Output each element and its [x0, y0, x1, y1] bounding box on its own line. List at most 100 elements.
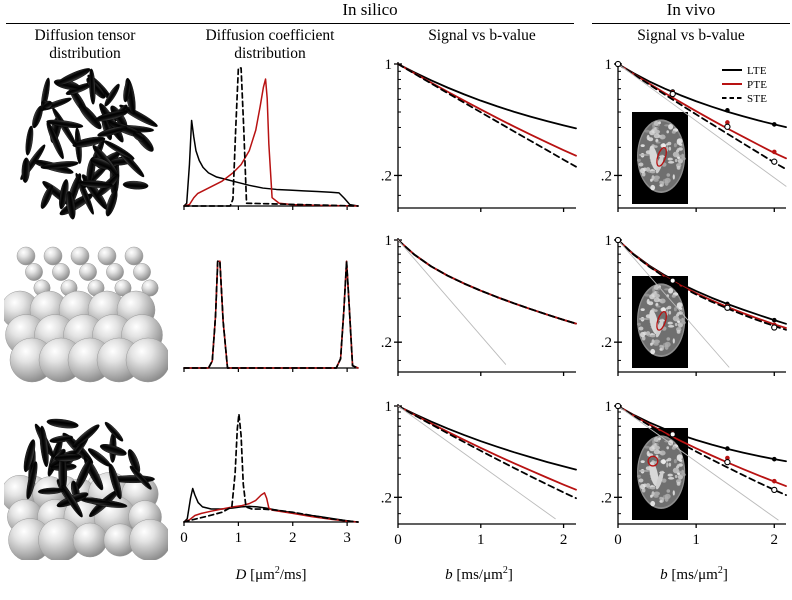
- tensor-stick: [25, 125, 34, 156]
- brain-mri-inset: [632, 428, 688, 520]
- series-ste: [617, 405, 787, 496]
- tensor-stick: [37, 487, 64, 495]
- tensor-stick: [89, 68, 96, 105]
- data-point-ste: [724, 458, 731, 466]
- tensor-sphere: [72, 522, 108, 558]
- brain-mri-inset: [632, 112, 688, 204]
- y-tick-label: .2: [601, 490, 612, 506]
- tensor-stick: [129, 465, 152, 490]
- tensor-sticks-group: [20, 68, 158, 220]
- data-point-ste: [771, 486, 778, 494]
- tensor-stick: [122, 180, 149, 190]
- tensor-sphere: [124, 246, 144, 266]
- series-pte: [183, 492, 359, 523]
- data-point-lte: [771, 122, 777, 127]
- tensor-sphere: [25, 263, 43, 281]
- x-tick-label: 2: [771, 532, 779, 548]
- tensor-stick: [46, 119, 84, 129]
- chart-signal-insilico-row1: 1.2: [376, 56, 582, 226]
- series-lte: [397, 63, 577, 130]
- chart-signal-invivo-row3: 1 .2 0 1 2: [596, 398, 792, 560]
- series-ste: [397, 63, 577, 168]
- roi-outline: [656, 147, 667, 167]
- tensor-stick: [21, 157, 30, 183]
- data-point-ste: [771, 158, 778, 165]
- y-tick-label: 1: [385, 233, 393, 249]
- tensor-stick: [133, 132, 145, 142]
- axis-symbol-b: b: [445, 567, 453, 583]
- data-point-ste: [724, 123, 731, 130]
- legend-label-pte: PTE: [747, 79, 767, 91]
- chart-signal-insilico-row2: 1.2: [376, 232, 582, 390]
- column-title-diffusion-coefficient: Diffusion coefficient distribution: [172, 27, 368, 63]
- axis-unit-pre: [μm: [250, 567, 275, 583]
- data-point-lte: [771, 317, 777, 323]
- brain-mri-inset: [632, 276, 688, 368]
- series-initial-slope: [617, 405, 779, 521]
- x-tick-label: 2: [289, 530, 297, 546]
- axis-unit-sup: 2: [274, 565, 280, 576]
- data-point-pte: [725, 120, 730, 125]
- series-lte: [183, 487, 359, 523]
- tensor-stick: [58, 452, 68, 493]
- x-tick-label: 0: [614, 532, 622, 548]
- column-title-line1: Signal vs b-value: [428, 27, 536, 44]
- series-ste: [183, 260, 359, 369]
- y-tick-label: .2: [381, 490, 392, 506]
- tensor-stick: [105, 190, 118, 217]
- data-point-lte: [771, 456, 777, 462]
- tensor-stick: [103, 140, 135, 160]
- tensor-stick: [39, 425, 49, 468]
- axis-unit-post: ]: [722, 567, 728, 583]
- x-tick-label: 1: [477, 532, 485, 548]
- x-tick-label: 1: [235, 530, 243, 546]
- column-title-signal-insilico: Signal vs b-value: [382, 27, 582, 45]
- column-title-line1: Diffusion coefficient: [205, 27, 335, 44]
- tensor-stick: [97, 126, 128, 137]
- data-point-ste: [669, 431, 676, 438]
- group-title-in-silico: In silico: [342, 0, 398, 19]
- series-initial-slope: [617, 63, 787, 187]
- y-tick-label: 1: [605, 57, 613, 73]
- tensor-stick: [40, 161, 79, 170]
- series-ste: [397, 405, 577, 500]
- column-title-signal-invivo: Signal vs b-value: [592, 27, 790, 45]
- tensor-stick: [108, 463, 122, 500]
- column-title-line2: distribution: [49, 45, 121, 62]
- axis-unit-sup: 2: [717, 565, 723, 576]
- tensor-sphere: [70, 246, 90, 266]
- axis-symbol-D: D: [235, 567, 247, 583]
- roi-outline: [647, 455, 659, 467]
- x-tick-label: 1: [692, 532, 700, 548]
- data-point-ste: [669, 90, 676, 98]
- y-tick-label: 1: [605, 399, 613, 415]
- axis-unit-post: /ms]: [279, 567, 307, 583]
- tensor-distribution-row2: [4, 240, 168, 390]
- axis-unit-sup: 2: [502, 565, 508, 576]
- column-title-tensor-distribution: Diffusion tensor distribution: [2, 27, 168, 63]
- chart-signal-invivo-row1: 1 .2 LTE PTE STE: [596, 56, 792, 226]
- y-tick-label: .2: [601, 335, 612, 351]
- tensor-sphere: [97, 246, 117, 266]
- series-lte: [397, 239, 577, 325]
- series-initial-slope: [397, 405, 556, 520]
- data-point-ste: [724, 304, 731, 311]
- tensor-spheres-group: [4, 246, 168, 383]
- chart-D-dist-row1: [176, 56, 366, 226]
- tensor-stick: [90, 157, 112, 170]
- legend-label-lte: LTE: [747, 65, 767, 77]
- tensor-stick: [49, 435, 74, 443]
- series-lte: [617, 63, 787, 129]
- data-point-ste: [669, 277, 676, 284]
- y-tick-label: .2: [601, 168, 612, 184]
- series-initial-slope: [617, 239, 730, 368]
- tensor-stick: [72, 424, 100, 448]
- tensor-distribution-row1: [4, 56, 168, 226]
- legend-label-ste: STE: [747, 93, 767, 105]
- series-lte: [617, 405, 787, 463]
- column-title-line2: distribution: [234, 45, 306, 62]
- tensor-stick: [99, 444, 127, 456]
- y-tick-label: 1: [385, 57, 393, 73]
- column-title-line1: Signal vs b-value: [637, 27, 745, 44]
